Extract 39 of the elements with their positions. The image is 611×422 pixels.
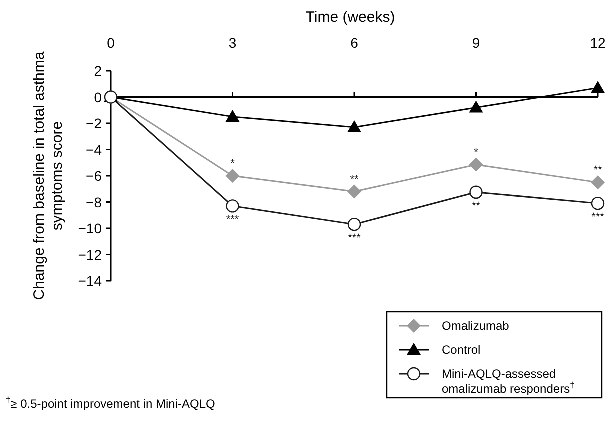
annotation: *** bbox=[226, 214, 240, 226]
y-tick-label: −4 bbox=[86, 142, 102, 158]
point bbox=[348, 184, 362, 199]
annotation: * bbox=[474, 146, 480, 159]
legend-label: Omalizumab bbox=[442, 319, 510, 333]
point bbox=[470, 186, 483, 200]
x-axis-title: Time (weeks) bbox=[306, 9, 396, 26]
point bbox=[226, 200, 240, 213]
annotation: * bbox=[230, 158, 236, 170]
y-tick-label: −12 bbox=[78, 246, 102, 263]
y-tick-label: −14 bbox=[78, 273, 102, 289]
point bbox=[348, 120, 362, 132]
point bbox=[469, 158, 484, 172]
legend-label: Mini-AQLQ-assessed omalizumab responders$^{†}$ bbox=[442, 367, 576, 396]
y-tick-label: −8 bbox=[86, 194, 102, 210]
y-tick-label: 0 bbox=[94, 89, 102, 106]
point bbox=[348, 218, 362, 232]
y-tick-label: −6 bbox=[86, 168, 102, 184]
x-tick-label: 3 bbox=[228, 35, 237, 51]
annotation: ** bbox=[350, 174, 360, 186]
point bbox=[226, 110, 240, 122]
point bbox=[591, 81, 605, 94]
x-tick-label: 12 bbox=[590, 35, 606, 51]
y-tick-label: −2 bbox=[86, 116, 102, 132]
annotation: *** bbox=[592, 212, 606, 224]
annotation: ** bbox=[594, 164, 603, 177]
y-tick-label: −10 bbox=[78, 220, 102, 236]
point bbox=[226, 169, 240, 183]
x-tick-label: 9 bbox=[472, 35, 480, 51]
x-tick-label: 6 bbox=[350, 35, 359, 51]
text: $^{†}$≥ 0.5-point improvement in Mini-AQLQ bbox=[6, 395, 216, 411]
point bbox=[469, 100, 484, 113]
y-tick-label: 2 bbox=[94, 63, 102, 79]
x-tick-label: 0 bbox=[107, 35, 116, 51]
annotation: ** bbox=[472, 200, 482, 212]
point bbox=[591, 176, 605, 190]
legend-label: Control bbox=[442, 343, 481, 357]
y-axis-title: Change from baseline in total asthma symptoms score bbox=[31, 51, 66, 300]
annotation: *** bbox=[348, 232, 362, 245]
